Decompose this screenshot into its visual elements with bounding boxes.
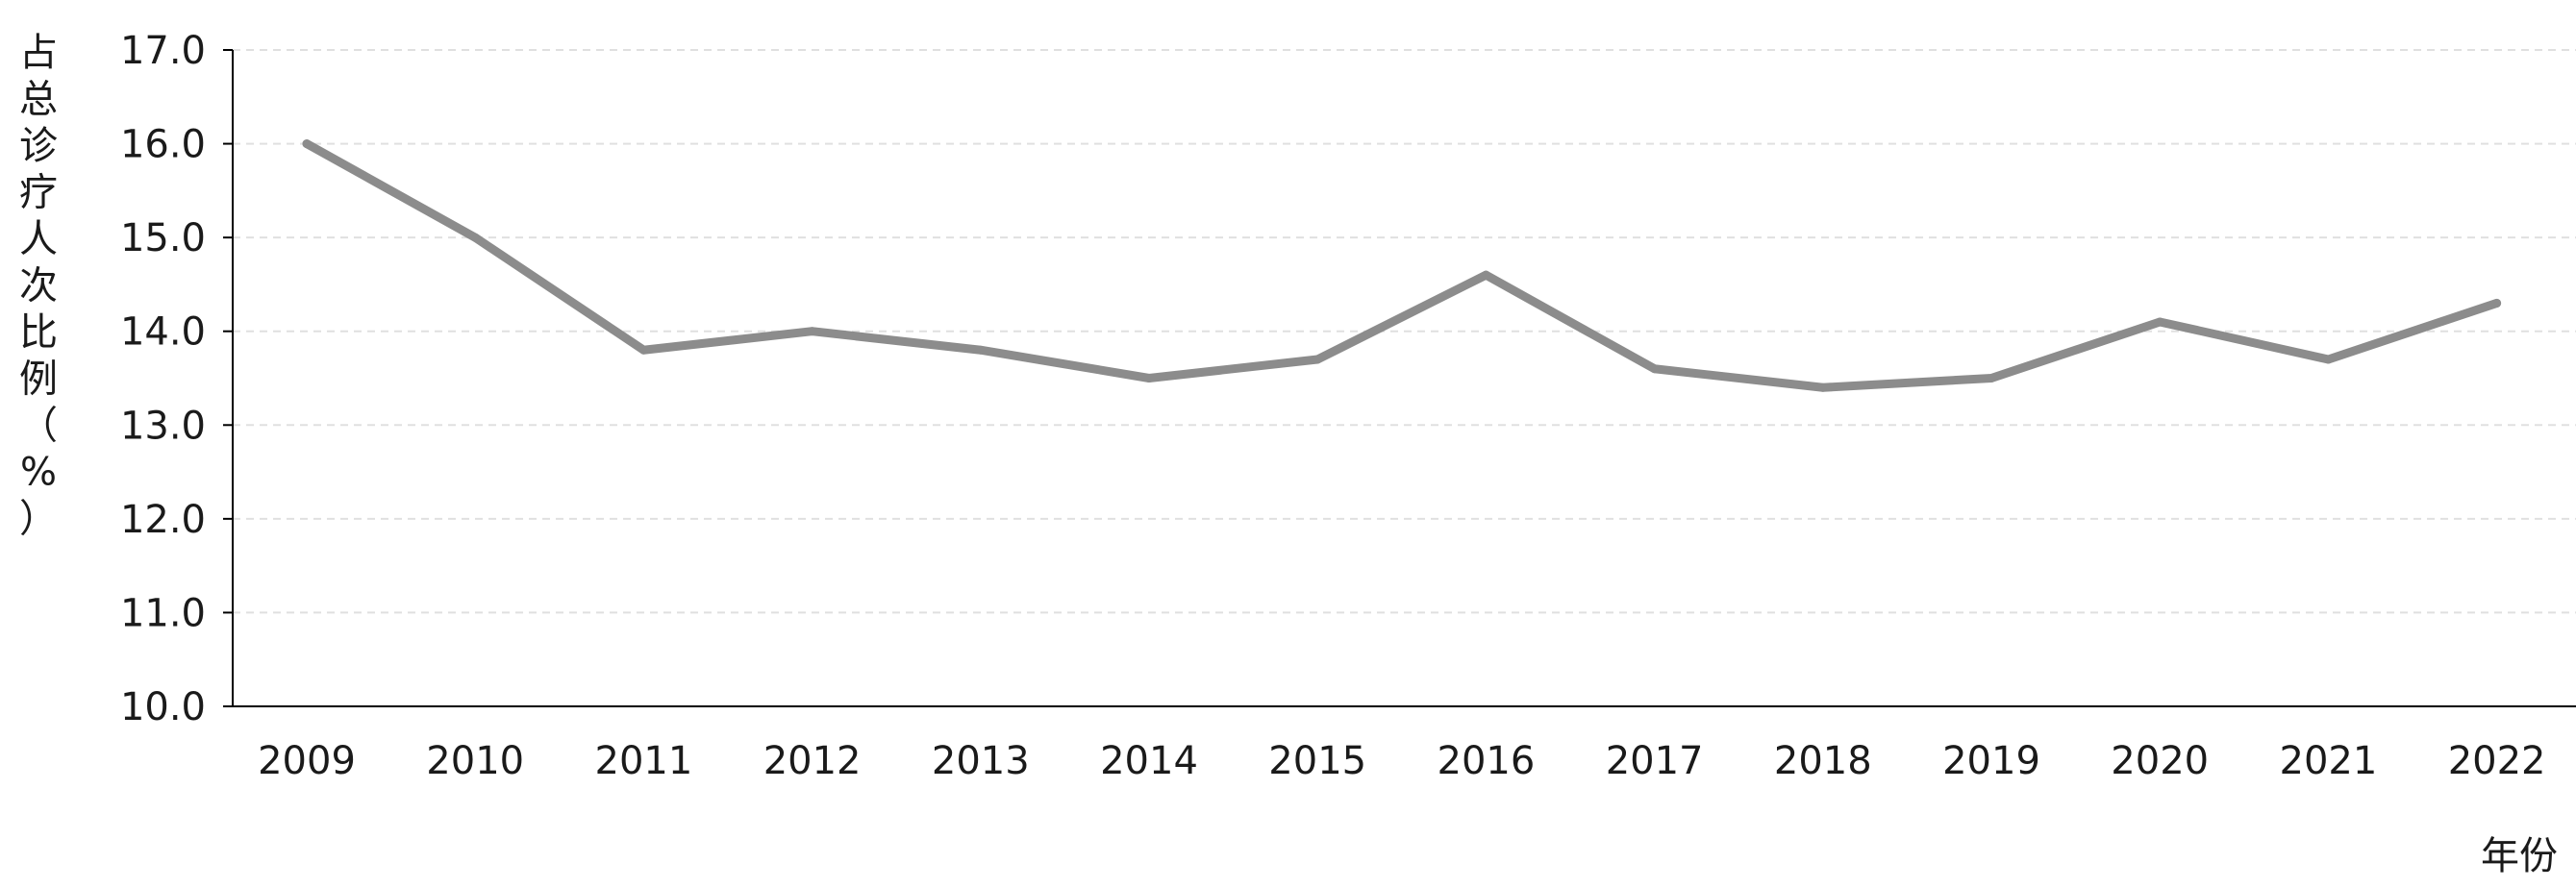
x-tick-label: 2013	[932, 739, 1030, 783]
y-axis-title-char: 次	[19, 264, 58, 308]
y-axis-title-char: 占	[19, 31, 58, 75]
y-tick-label: 16.0	[120, 123, 206, 167]
y-tick-label: 14.0	[120, 310, 206, 355]
x-tick-label: 2018	[1774, 739, 1872, 783]
data-point	[808, 327, 817, 336]
x-tick-label: 2022	[2448, 739, 2546, 783]
y-tick-label: 11.0	[120, 591, 206, 635]
data-point	[1818, 382, 1828, 392]
data-point	[2323, 355, 2333, 364]
x-tick-label: 2016	[1438, 739, 1536, 783]
data-point	[2155, 317, 2164, 327]
x-tick-label: 2020	[2111, 739, 2209, 783]
x-tick-label: 2019	[1942, 739, 2040, 783]
y-axis-title-char: （	[19, 404, 58, 448]
y-axis-title-char: ）	[19, 497, 58, 541]
y-axis-title-char: 例	[19, 358, 58, 402]
x-tick-label: 2010	[426, 739, 524, 783]
x-tick-label: 2011	[595, 739, 693, 783]
data-point	[302, 139, 312, 149]
series-line	[302, 139, 2502, 392]
data-point	[976, 345, 986, 355]
data-point	[1313, 355, 1322, 364]
data-point	[1650, 364, 1660, 374]
series	[302, 139, 2502, 392]
y-axis-title-char: %	[20, 451, 57, 495]
y-tick-label: 13.0	[120, 404, 206, 448]
y-tick-label: 17.0	[120, 29, 206, 73]
y-axis-title-char: 比	[19, 310, 58, 355]
x-tick-label: 2009	[258, 739, 356, 783]
x-tick-label: 2012	[763, 739, 862, 783]
axes	[232, 50, 2576, 707]
x-tick-labels: 2009 2010 2011 2012 2013 2014 2015 2016 2017 2018…	[258, 739, 2545, 783]
gridlines	[233, 49, 2576, 614]
y-tick-label: 12.0	[120, 498, 206, 542]
data-point	[2492, 298, 2502, 308]
data-point	[1144, 374, 1154, 382]
x-tick-label: 2021	[2280, 739, 2378, 783]
data-point	[1987, 374, 1996, 382]
y-axis-title-char: 总	[19, 78, 58, 122]
y-axis-title-char: 疗	[19, 171, 58, 215]
data-point	[638, 345, 648, 355]
x-tick-label: 2017	[1606, 739, 1704, 783]
data-point	[470, 233, 480, 242]
y-tick-labels: 10.0 11.0 12.0 13.0 14.0 15.0 16.0 17.0	[120, 29, 233, 729]
data-point	[1481, 270, 1490, 280]
x-tick-label: 2014	[1100, 739, 1198, 783]
y-tick-label: 15.0	[120, 216, 206, 260]
y-axis-title-char: 人	[19, 217, 58, 261]
x-axis-title: 年份	[2481, 834, 2558, 878]
x-tick-label: 2015	[1268, 739, 1366, 783]
y-axis-title-char: 诊	[19, 124, 58, 168]
y-tick-label: 10.0	[120, 685, 206, 729]
